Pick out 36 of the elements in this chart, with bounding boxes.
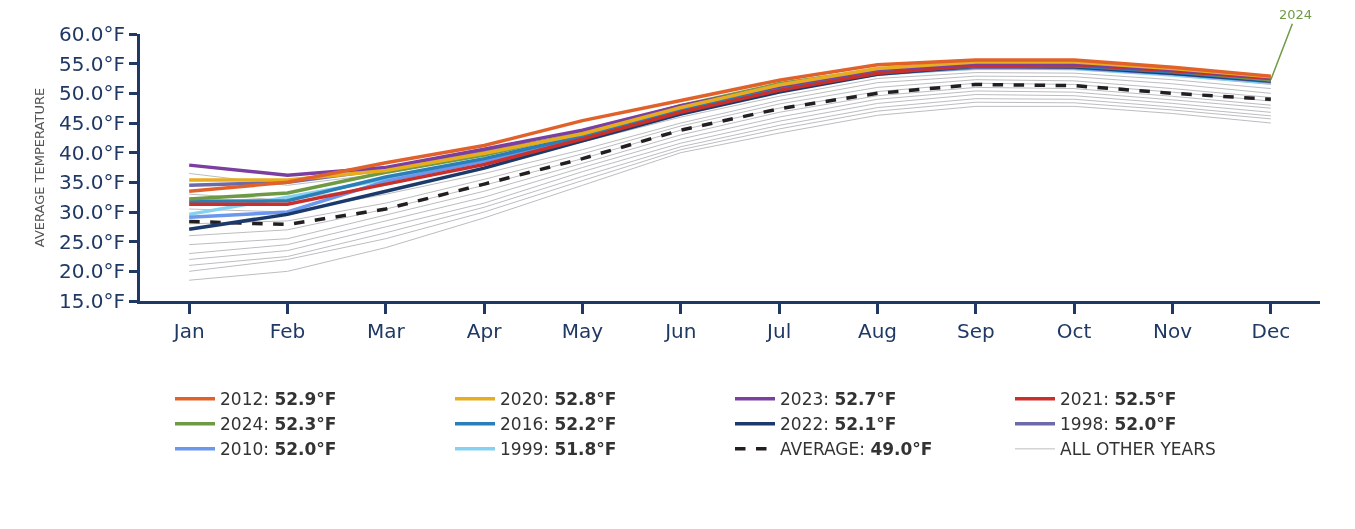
y-axis-title: AVERAGE TEMPERATURE xyxy=(31,87,47,248)
x-tick-label: Feb xyxy=(269,319,306,343)
x-tick-label: Oct xyxy=(1056,319,1092,343)
annotation: 2024 xyxy=(1279,7,1313,22)
legend-label: ALL OTHER YEARS xyxy=(1060,439,1216,460)
legend-label: 2016: 52.2°F xyxy=(500,414,617,435)
legend-label: 1999: 51.8°F xyxy=(500,439,617,460)
x-tick-label: Jun xyxy=(663,319,697,343)
x-tick-label: Apr xyxy=(466,319,503,343)
legend-label: 2021: 52.5°F xyxy=(1060,389,1177,410)
y-tick-label: 35.0°F xyxy=(58,170,125,195)
x-tick-label: Sep xyxy=(956,319,995,343)
legend-label: 1998: 52.0°F xyxy=(1060,414,1177,435)
y-tick-label: 15.0°F xyxy=(58,289,125,313)
y-tick-label: 60.0°F xyxy=(58,22,125,46)
y-tick-label: 45.0°F xyxy=(58,111,125,135)
x-tick-label: Dec xyxy=(1251,319,1291,343)
x-tick-label: Jul xyxy=(765,319,792,343)
legend-label: 2020: 52.8°F xyxy=(500,389,617,410)
legend-label: 2024: 52.3°F xyxy=(220,414,337,435)
x-tick-label: Aug xyxy=(857,319,898,343)
y-tick-label: 30.0°F xyxy=(58,200,125,224)
y-tick-label: 25.0°F xyxy=(58,229,125,254)
x-tick-label: Nov xyxy=(1152,319,1193,343)
legend-label: AVERAGE: 49.0°F xyxy=(780,439,933,460)
y-tick-label: 50.0°F xyxy=(58,81,125,106)
y-tick-label: 55.0°F xyxy=(58,51,125,76)
x-tick-label: Jan xyxy=(171,319,205,343)
legend-label: 2010: 52.0°F xyxy=(220,439,337,460)
y-tick-label: 40.0°F xyxy=(58,140,125,165)
y-tick-label: 20.0°F xyxy=(58,259,125,284)
legend-label: 2022: 52.1°F xyxy=(780,414,897,435)
x-tick-label: May xyxy=(561,319,604,343)
legend-label: 2023: 52.7°F xyxy=(780,389,897,410)
legend-label: 2012: 52.9°F xyxy=(220,389,337,410)
x-tick-label: Mar xyxy=(366,319,406,343)
